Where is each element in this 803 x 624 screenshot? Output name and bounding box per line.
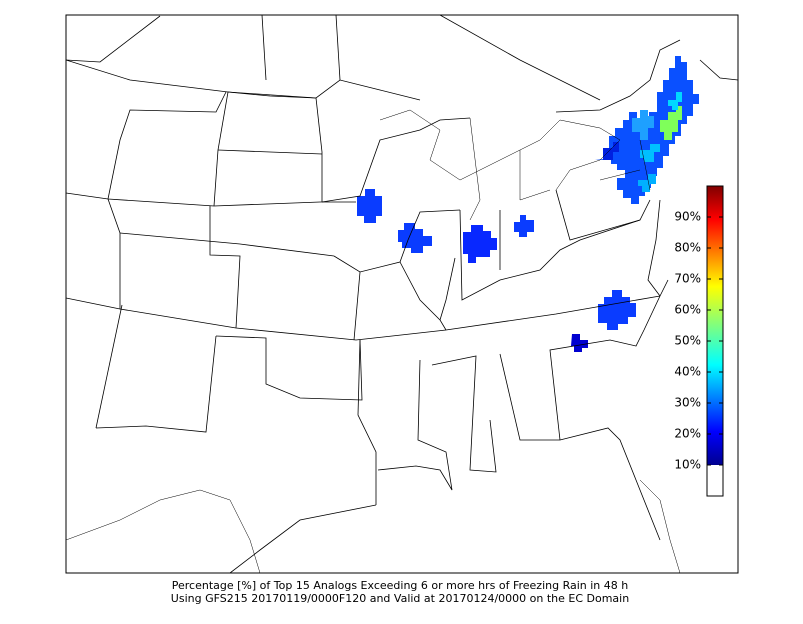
colorbar-tick-label: 70% <box>674 272 701 286</box>
colorbar-tick-label: 30% <box>674 396 701 410</box>
colorbar-tick-label: 10% <box>674 458 701 472</box>
colorbar-tick-label: 50% <box>674 334 701 348</box>
colorbar-tick-label: 40% <box>674 365 701 379</box>
colorbar <box>706 185 724 497</box>
caption-line: Percentage [%] of Top 15 Analogs Exceedi… <box>172 579 628 592</box>
colorbar-tick-label: 90% <box>674 210 701 224</box>
caption-line: Using GFS215 20170119/0000F120 and Valid… <box>171 592 629 605</box>
colorbar-tick-label: 80% <box>674 241 701 255</box>
probability-areas <box>357 56 699 352</box>
colorbar-zero <box>707 465 723 496</box>
colorbar-tick-label: 20% <box>674 427 701 441</box>
colorbar-gradient <box>707 186 723 465</box>
colorbar-tick-label: 60% <box>674 303 701 317</box>
map-frame <box>65 14 739 574</box>
basemap <box>66 15 738 573</box>
state-borders <box>66 15 738 573</box>
